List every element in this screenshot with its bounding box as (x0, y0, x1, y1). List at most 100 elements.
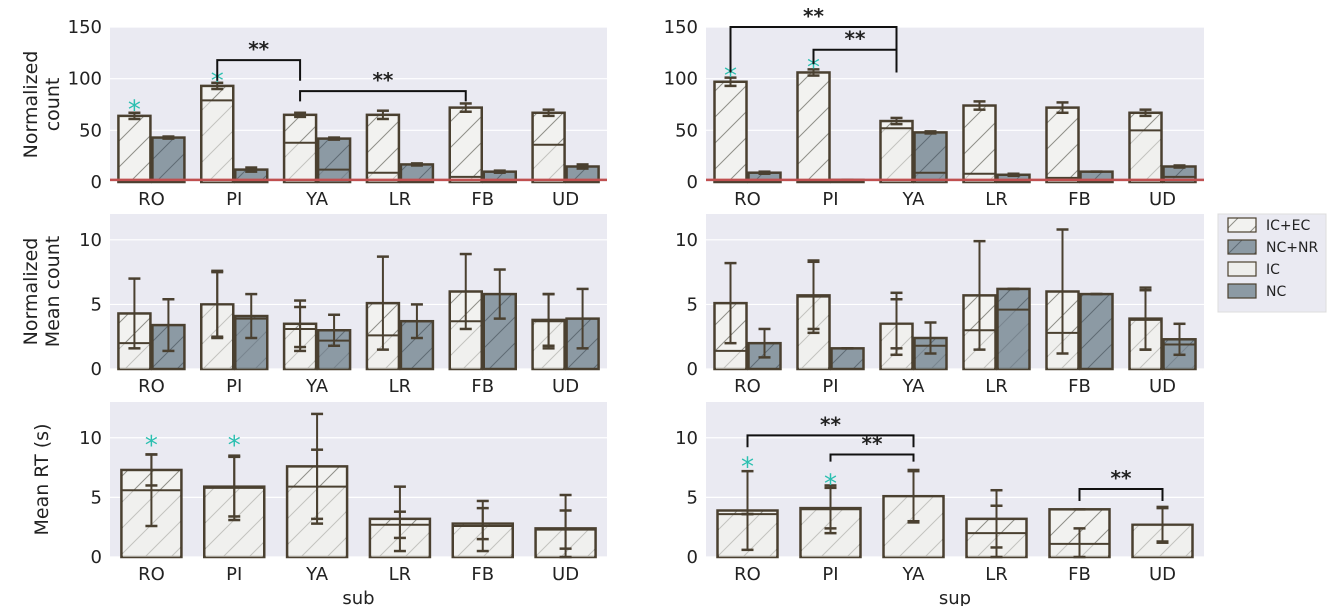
legend-label: NC+NR (1266, 240, 1318, 256)
bar-ic-ec-ro (117, 114, 152, 184)
bar-ic-ec-lr (962, 104, 997, 184)
bar-nc-nr-pi (830, 347, 865, 371)
significance-label: ** (845, 27, 866, 51)
plot-background (706, 402, 1204, 557)
y-tick-label: 0 (687, 359, 698, 380)
x-tick-label: UD (1149, 564, 1176, 585)
bar-ic-ec-ro (713, 80, 748, 184)
legend-label: IC (1266, 262, 1280, 278)
x-tick-label: PI (822, 376, 838, 397)
x-tick-label: PI (226, 376, 242, 397)
x-tick-label: PI (226, 564, 242, 585)
plot-background (110, 402, 607, 557)
significance-bracket (216, 59, 302, 81)
bar-ic-ya (882, 128, 911, 182)
x-tick-label: RO (734, 564, 761, 585)
y-axis-label: NormalizedMean count (20, 236, 64, 347)
significance-bracket (746, 434, 915, 448)
x-tick-label: RO (138, 376, 165, 397)
significance-label: ** (820, 412, 841, 436)
x-tick-label: UD (552, 189, 579, 210)
bar-ic-ud (1131, 130, 1160, 182)
x-tick-label: RO (734, 189, 761, 210)
sub-mean-panel: 0 5 10 RO PI YA LR FB UD NormalizedMean count (20, 214, 607, 397)
bar-ic-ec-fb (448, 106, 483, 184)
y-tick-label: 5 (687, 294, 698, 315)
bar-nc-lr (999, 309, 1028, 369)
significance-label: ** (1111, 466, 1132, 490)
x-tick-label: YA (902, 376, 926, 397)
legend-label: NC (1266, 284, 1286, 300)
x-tick-label: FB (471, 564, 494, 585)
y-tick-label: 5 (91, 487, 102, 508)
significance-star: * (128, 96, 141, 126)
y-tick-label: 150 (664, 17, 698, 38)
significance-star: * (724, 61, 737, 91)
x-tick-label: YA (305, 564, 329, 585)
significance-star: * (228, 431, 241, 461)
bar-ic-ya (285, 142, 315, 182)
y-tick-label: 50 (675, 120, 698, 141)
significance-bracket (299, 90, 467, 102)
y-tick-label: 150 (68, 17, 102, 38)
significance-label: ** (372, 68, 393, 92)
significance-bracket (829, 453, 915, 462)
bar-nc-nr-fb (482, 292, 517, 371)
significance-star: * (741, 453, 754, 483)
y-tick-label: 10 (79, 428, 102, 449)
significance-label: ** (248, 37, 269, 61)
plot-background (110, 27, 607, 182)
significance-bracket (812, 48, 898, 65)
y-tick-label: 10 (675, 230, 698, 251)
x-tick-label: LR (985, 189, 1008, 210)
y-tick-label: 0 (687, 172, 698, 193)
x-tick-label: LR (985, 564, 1008, 585)
x-tick-label: UD (1149, 376, 1176, 397)
sub-rt-panel: 0 5 10 RO PI YA LR FB UD Mean RT (s) sub * * (31, 402, 607, 606)
x-tick-label: YA (902, 564, 926, 585)
y-tick-label: 0 (91, 547, 102, 568)
bar-nc-nr-ro (151, 136, 186, 184)
sup-mean-panel: 0 5 10 RO PI YA LR FB UD (675, 214, 1204, 397)
bar-nc-ya (916, 172, 945, 182)
x-tick-label: LR (389, 564, 412, 585)
y-tick-label: 100 (68, 69, 102, 90)
bar-ic-ro (716, 350, 745, 369)
x-tick-label: PI (822, 189, 838, 210)
legend-swatch (1227, 261, 1257, 277)
y-tick-label: 0 (687, 547, 698, 568)
bar-nc-nr-fb (1079, 292, 1114, 371)
x-tick-label: LR (389, 189, 412, 210)
x-tick-label: FB (1068, 376, 1091, 397)
significance-star: * (211, 67, 224, 97)
significance-star: * (824, 469, 837, 499)
x-axis-label: sup (939, 588, 971, 606)
plot-background (706, 27, 1204, 182)
significance-bracket (1078, 488, 1164, 501)
x-tick-label: FB (471, 189, 494, 210)
legend-swatch (1227, 283, 1257, 299)
y-tick-label: 10 (675, 428, 698, 449)
y-tick-label: 5 (687, 487, 698, 508)
significance-label: ** (803, 4, 824, 28)
x-tick-label: LR (389, 376, 412, 397)
bar-ic-lr (965, 173, 994, 182)
bar-ic-lr (368, 172, 398, 182)
significance-star: * (145, 431, 158, 461)
x-tick-label: PI (822, 564, 838, 585)
y-tick-label: 0 (91, 359, 102, 380)
x-tick-label: YA (902, 189, 926, 210)
legend: IC+EC NC+NR IC NC (1217, 213, 1327, 313)
x-tick-label: UD (552, 376, 579, 397)
bar-ic-ec-lr (365, 113, 401, 184)
x-tick-label: RO (734, 376, 761, 397)
y-tick-label: 5 (91, 294, 102, 315)
significance-star: * (807, 53, 820, 83)
legend-label: IC+EC (1266, 218, 1310, 234)
bar-nc-ya (916, 345, 945, 369)
y-axis-label: Normalizedcount (20, 51, 64, 159)
x-tick-label: RO (138, 564, 165, 585)
